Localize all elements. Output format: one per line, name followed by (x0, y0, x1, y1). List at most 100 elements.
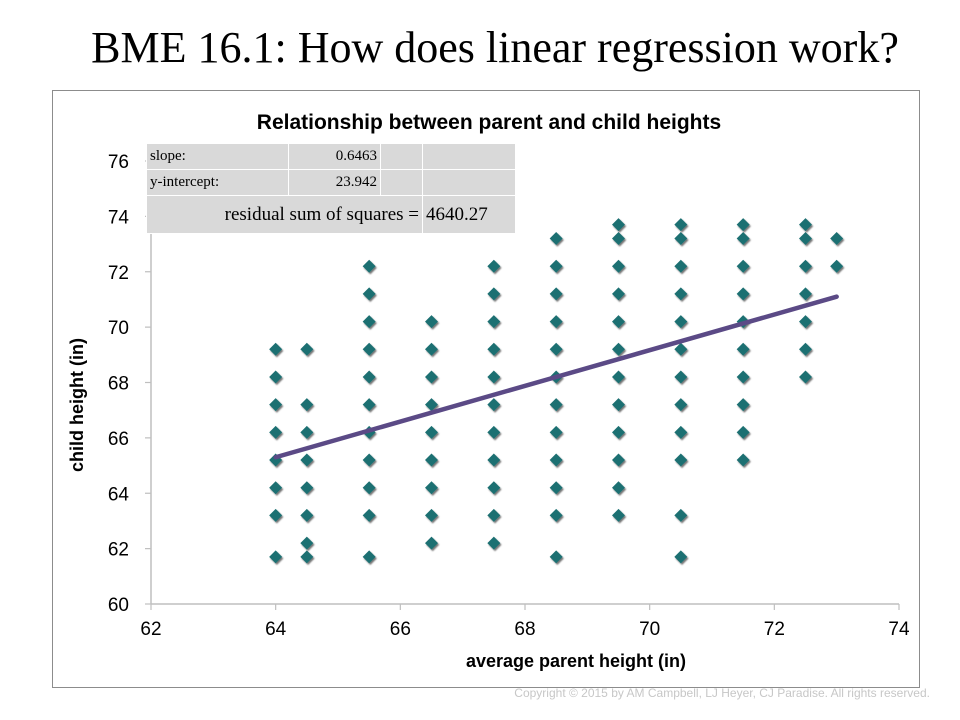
data-point (830, 232, 844, 246)
data-point (736, 425, 750, 439)
slope-row: slope: 0.6463 (146, 143, 516, 170)
data-point (830, 259, 844, 273)
data-point (425, 370, 438, 384)
data-point (487, 425, 501, 439)
data-point (549, 232, 563, 246)
intercept-row: y-intercept: 23.942 (146, 169, 516, 196)
regression-line-group (273, 294, 839, 460)
data-point (736, 259, 750, 273)
y-tick-label: 60 (108, 595, 129, 616)
data-point (549, 508, 563, 522)
rss-label: residual sum of squares = (146, 195, 423, 234)
data-point (269, 370, 283, 384)
data-point (674, 342, 688, 356)
data-point (799, 315, 812, 329)
data-point (612, 398, 625, 412)
data-point (799, 342, 812, 356)
data-point (549, 398, 563, 412)
y-tick-label: 66 (108, 429, 129, 450)
data-point (487, 508, 501, 522)
data-point (487, 342, 501, 356)
data-point (612, 508, 625, 522)
y-tick-label: 74 (108, 207, 130, 228)
data-points (269, 218, 844, 564)
slope-label: slope: (146, 143, 289, 170)
slide-title: BME 16.1: How does linear regression wor… (91, 23, 899, 72)
data-point (674, 259, 688, 273)
x-tick-label: 64 (265, 619, 287, 640)
data-point (425, 342, 438, 356)
data-point (269, 398, 283, 412)
data-point (612, 481, 625, 495)
data-point (799, 370, 812, 384)
data-point (674, 232, 688, 246)
data-point (612, 287, 625, 301)
data-point (425, 481, 438, 495)
regression-line (273, 294, 839, 460)
x-tick-label: 70 (639, 619, 660, 640)
data-point (612, 342, 625, 356)
data-point (362, 481, 376, 495)
data-point (487, 287, 501, 301)
data-point (612, 315, 625, 329)
data-point (300, 398, 314, 412)
x-tick-label: 62 (140, 619, 161, 640)
data-point (799, 287, 812, 301)
data-point (362, 370, 376, 384)
data-point (300, 453, 314, 467)
rss-row: residual sum of squares = 4640.27 (146, 195, 516, 234)
data-point (362, 550, 376, 564)
y-tick-label: 70 (108, 318, 129, 339)
y-tick-label: 72 (108, 263, 129, 284)
data-point (674, 315, 688, 329)
data-point (425, 453, 438, 467)
data-point (425, 425, 438, 439)
y-axis-label: child height (in) (67, 338, 87, 472)
data-point (425, 315, 438, 329)
data-point (362, 315, 376, 329)
data-point (612, 218, 625, 232)
data-point (674, 453, 688, 467)
data-point (674, 425, 688, 439)
data-point (736, 398, 750, 412)
data-point (300, 536, 314, 550)
data-point (736, 287, 750, 301)
data-point (425, 536, 438, 550)
data-point (549, 259, 563, 273)
y-tick-label: 62 (108, 540, 129, 561)
data-point (549, 550, 563, 564)
x-tick-labels: 62 64 66 68 70 72 74 (140, 619, 910, 640)
data-point (269, 508, 283, 522)
data-point (674, 218, 688, 232)
data-point (674, 508, 688, 522)
data-point (300, 425, 314, 439)
data-point (549, 315, 563, 329)
data-point (487, 536, 501, 550)
x-tick-label: 74 (888, 619, 910, 640)
y-tick-label: 68 (108, 374, 129, 395)
data-point (425, 508, 438, 522)
data-point (549, 453, 563, 467)
y-tick-labels: 60 62 64 66 68 70 72 74 76 (108, 152, 130, 616)
data-point (549, 425, 563, 439)
x-tick-label: 68 (514, 619, 535, 640)
data-point (549, 342, 563, 356)
data-point (674, 370, 688, 384)
intercept-value: 23.942 (288, 169, 381, 196)
data-point (612, 259, 625, 273)
data-point (487, 453, 501, 467)
data-point (549, 287, 563, 301)
data-point (736, 218, 750, 232)
y-tick-label: 76 (108, 152, 129, 173)
data-point (674, 287, 688, 301)
slope-value: 0.6463 (288, 143, 381, 170)
data-point (612, 453, 625, 467)
data-point (300, 481, 314, 495)
chart-title: Relationship between parent and child he… (257, 111, 721, 134)
data-point (300, 550, 314, 564)
data-point (612, 370, 625, 384)
data-point (300, 508, 314, 522)
data-point (736, 370, 750, 384)
data-point (487, 315, 501, 329)
data-point (269, 342, 283, 356)
